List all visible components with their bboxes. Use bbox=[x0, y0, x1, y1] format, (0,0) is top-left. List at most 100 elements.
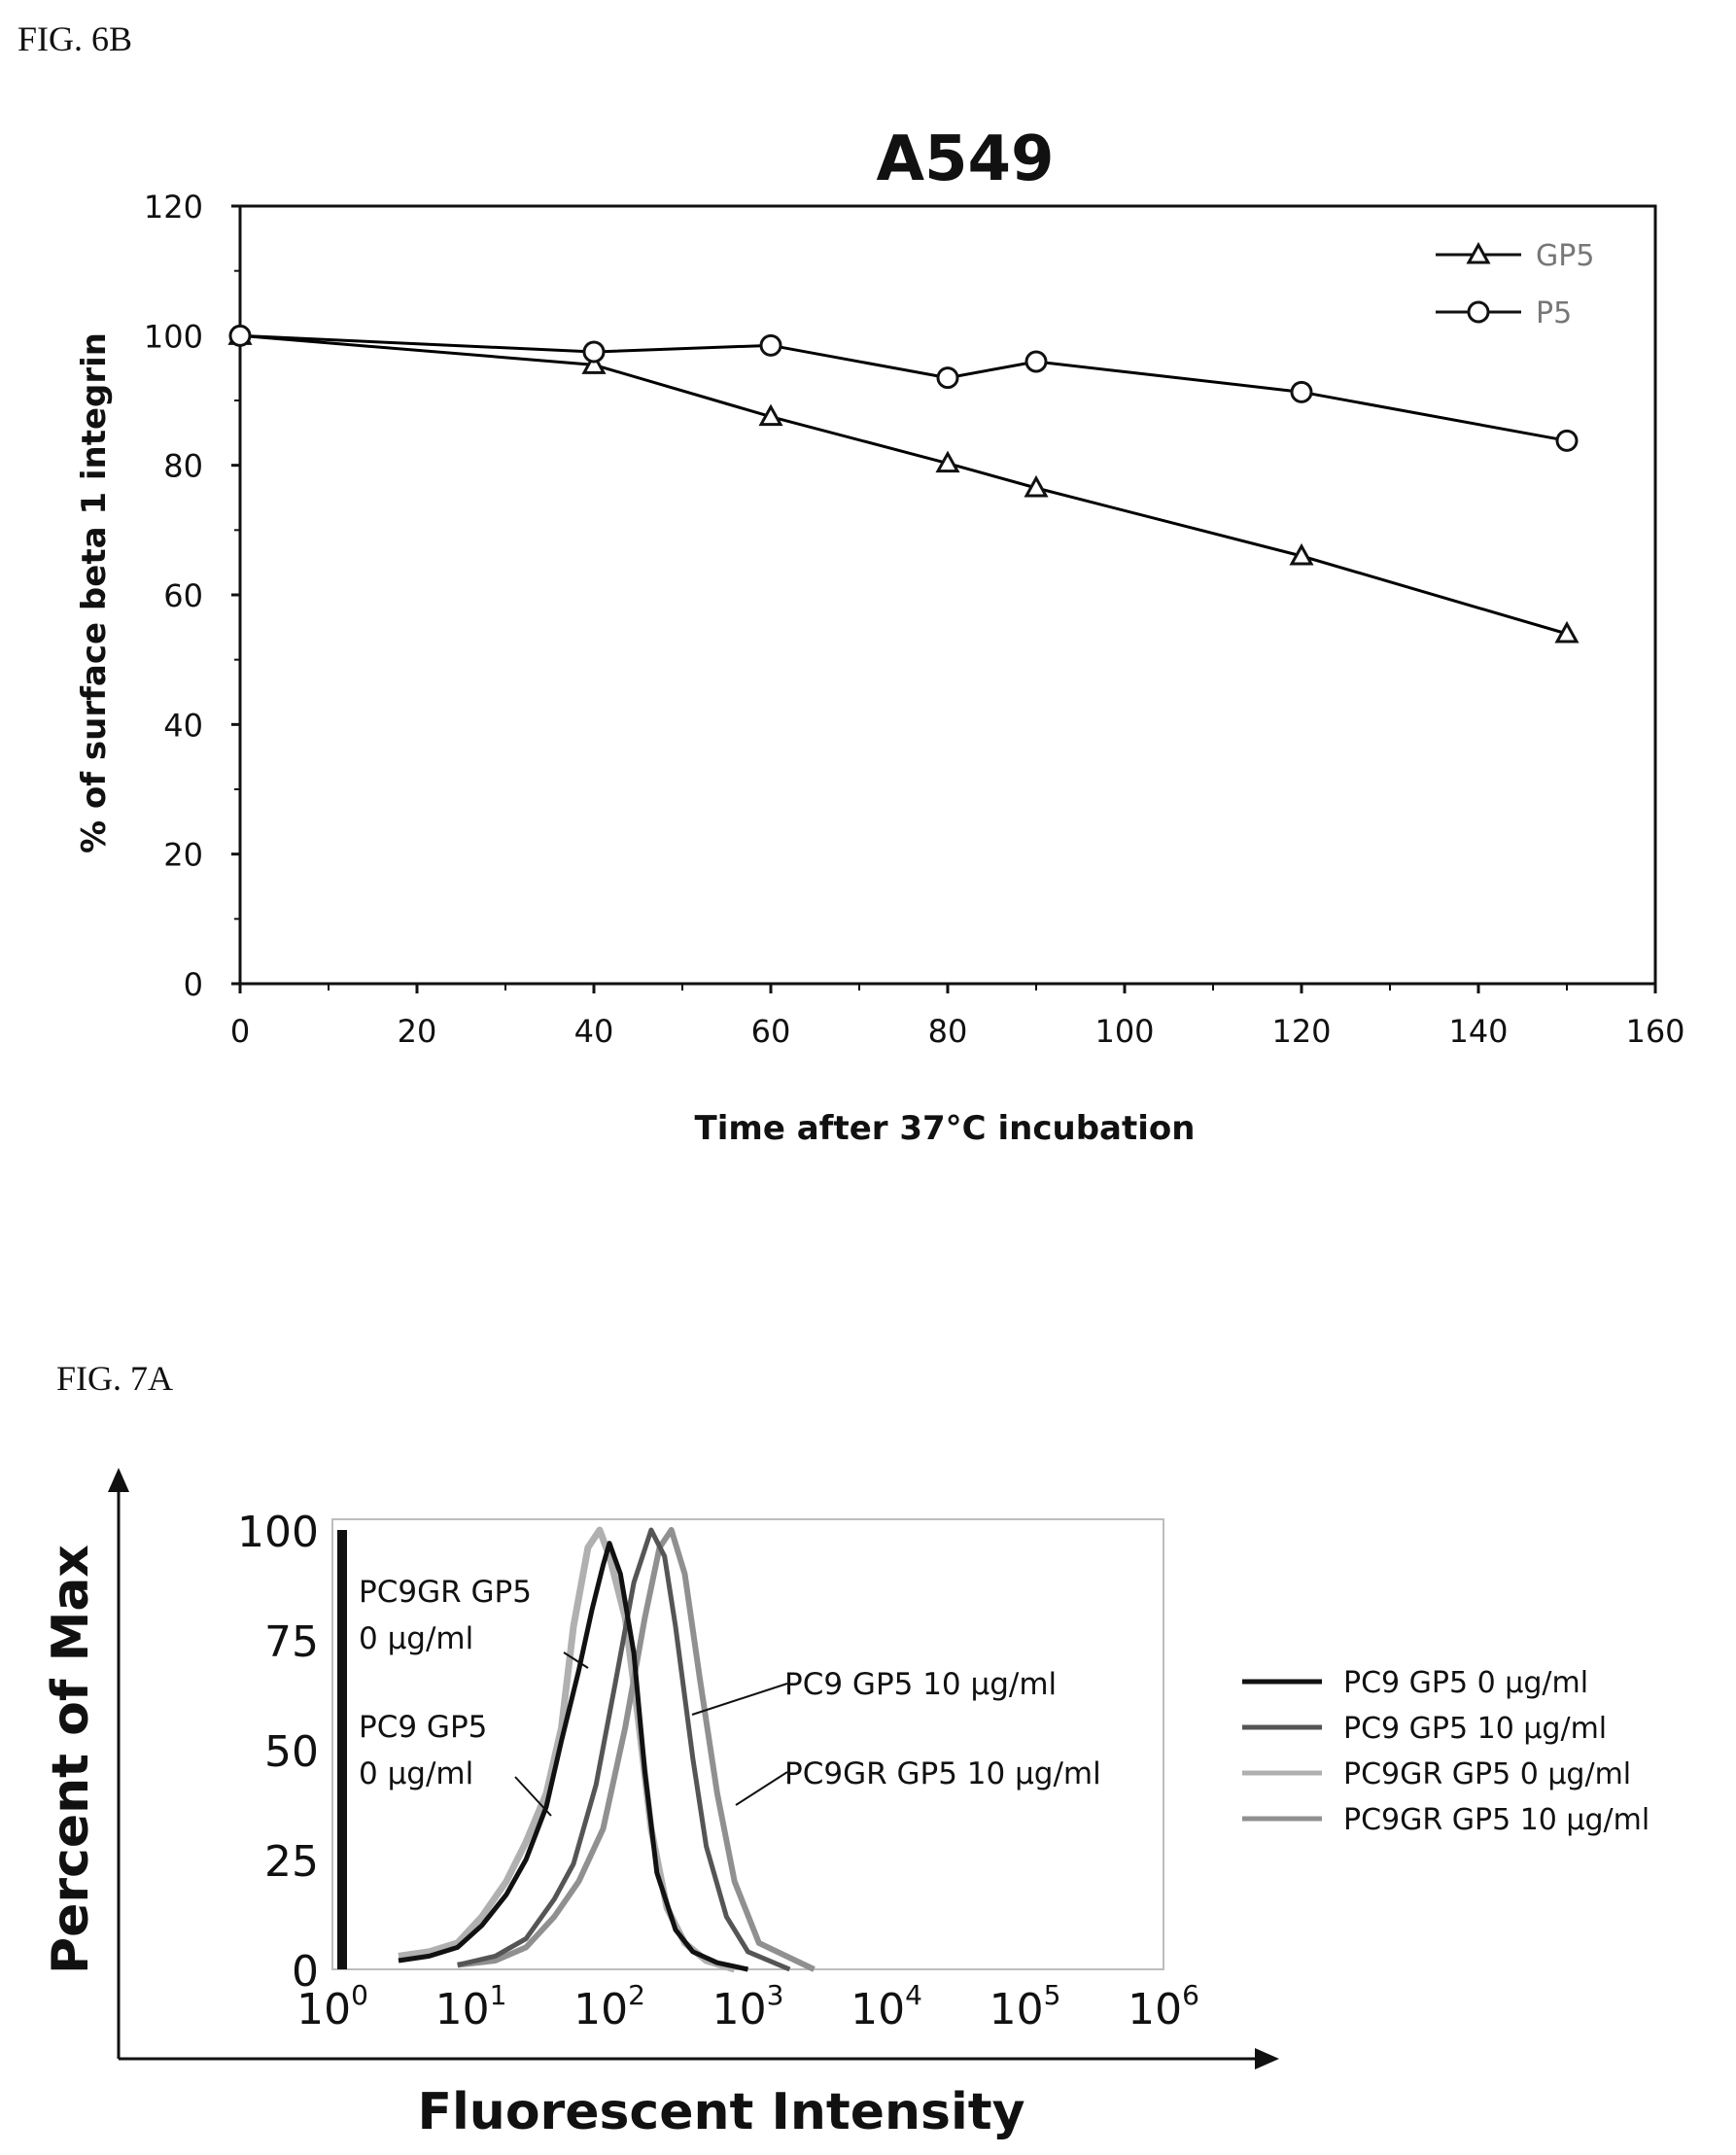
x-tick-label: 160 bbox=[1625, 1013, 1684, 1050]
y-tick-label: 120 bbox=[144, 189, 203, 226]
y-tick-label: 0 bbox=[184, 966, 203, 1003]
curve-annotations: PC9GR GP5 0 µg/ml PC9 GP5 0 µg/ml PC9 GP5 10… bbox=[359, 1575, 1101, 1817]
y-tick-label: 60 bbox=[163, 577, 203, 614]
data-point-gp5 bbox=[935, 450, 960, 473]
y-tick-label: 100 bbox=[237, 1508, 319, 1557]
y-axis-ticks: 0 20 40 60 80 100 120 bbox=[144, 189, 240, 1003]
chart-title: A549 bbox=[876, 123, 1054, 195]
data-point-p5 bbox=[1555, 429, 1579, 452]
y-tick-label: 40 bbox=[163, 707, 203, 744]
y-tick-label: 80 bbox=[163, 448, 203, 485]
annotation-leader bbox=[514, 1776, 552, 1817]
y-axis-arrowhead bbox=[108, 1468, 129, 1492]
data-point-gp5 bbox=[1024, 474, 1049, 498]
line-chart-a549: A549 0 20 40 60 80 100 120 0 20 40 60 80 100 120 140 1… bbox=[75, 123, 1685, 1148]
x-tick-label: 101 bbox=[435, 1979, 507, 2034]
legend-label-pc9-gp5-10-g-ml: PC9 GP5 10 µg/ml bbox=[1343, 1712, 1607, 1746]
y-tick-label: 0 bbox=[292, 1947, 319, 1997]
fig6b-label: FIG. 6B bbox=[17, 19, 132, 58]
x-tick-label: 103 bbox=[712, 1979, 784, 2034]
x-tick-base: 10 bbox=[435, 1985, 490, 2034]
series-line-gp5 bbox=[239, 333, 1568, 636]
histogram-curve-pc9gr-gp5-10-g-ml bbox=[457, 1527, 816, 1972]
legend-marker-p5 bbox=[1467, 300, 1490, 324]
gate-bar bbox=[337, 1530, 347, 1969]
y-tick-label: 25 bbox=[264, 1837, 319, 1887]
x-tick-label: 0 bbox=[230, 1013, 250, 1050]
x-axis-ticks: 0 20 40 60 80 100 120 140 160 bbox=[230, 984, 1685, 1050]
x-tick-exponent: 4 bbox=[905, 1979, 922, 2011]
x-axis-label: Fluorescent Intensity bbox=[417, 2083, 1024, 2141]
x-tick-base: 10 bbox=[990, 1985, 1044, 2034]
legend-label-pc9gr-gp5-0-g-ml: PC9GR GP5 0 µg/ml bbox=[1343, 1757, 1631, 1791]
x-tick-exponent: 3 bbox=[767, 1979, 784, 2011]
annotation-text: PC9 GP5 bbox=[359, 1710, 487, 1745]
x-tick-base: 10 bbox=[296, 1985, 351, 2034]
data-point-p5 bbox=[936, 366, 959, 390]
data-point-gp5 bbox=[758, 403, 783, 427]
x-tick-label: 100 bbox=[1094, 1013, 1154, 1050]
data-point-gp5 bbox=[581, 352, 607, 374]
x-tick-exponent: 0 bbox=[351, 1979, 368, 2011]
legend-label-pc9-gp5-0-g-ml: PC9 GP5 0 µg/ml bbox=[1343, 1666, 1588, 1700]
histogram-curve-pc9-gp5-10-g-ml bbox=[457, 1527, 791, 1972]
x-axis-arrowhead bbox=[1255, 2048, 1279, 2069]
data-point-p5 bbox=[1024, 350, 1048, 373]
series-group bbox=[227, 323, 1580, 643]
x-tick-base: 10 bbox=[573, 1985, 628, 2034]
plot-frame bbox=[238, 204, 1657, 986]
x-tick-label: 100 bbox=[296, 1979, 368, 2034]
data-point-gp5 bbox=[1289, 542, 1314, 566]
legend-label-p5: P5 bbox=[1536, 296, 1572, 330]
legend: GP5 P5 bbox=[1436, 239, 1594, 330]
fig7a-label: FIG. 7A bbox=[56, 1359, 173, 1398]
x-tick-label: 140 bbox=[1448, 1013, 1508, 1050]
x-tick-label: 102 bbox=[573, 1979, 645, 2034]
y-axis-label: % of surface beta 1 integrin bbox=[75, 332, 114, 853]
x-tick-exponent: 6 bbox=[1182, 1979, 1199, 2011]
y-tick-label: 50 bbox=[264, 1727, 319, 1777]
legend-marker-gp5 bbox=[1466, 241, 1491, 264]
data-point-gp5 bbox=[1554, 620, 1580, 643]
annotation-text: PC9GR GP5 bbox=[359, 1575, 532, 1610]
data-point-p5 bbox=[582, 340, 606, 364]
data-point-p5 bbox=[1290, 380, 1313, 403]
x-tick-label: 120 bbox=[1271, 1013, 1331, 1050]
annotation-text: PC9GR GP5 10 µg/ml bbox=[784, 1756, 1101, 1791]
x-tick-label: 105 bbox=[990, 1979, 1061, 2034]
legend-label-pc9gr-gp5-10-g-ml: PC9GR GP5 10 µg/ml bbox=[1343, 1803, 1649, 1837]
legend-label-gp5: GP5 bbox=[1536, 239, 1594, 273]
data-point-p5 bbox=[228, 324, 252, 347]
x-axis-ticks: 100 101 102 103 104 105 106 bbox=[296, 1979, 1199, 2034]
x-tick-base: 10 bbox=[712, 1985, 767, 2034]
x-tick-base: 10 bbox=[851, 1985, 905, 2034]
x-axis-label: Time after 37°C incubation bbox=[695, 1109, 1196, 1148]
annotation-text: 0 µg/ml bbox=[359, 1621, 473, 1656]
y-tick-label: 100 bbox=[144, 318, 203, 355]
data-point-p5 bbox=[759, 333, 782, 357]
annotation-text: PC9 GP5 10 µg/ml bbox=[784, 1667, 1057, 1702]
x-tick-label: 40 bbox=[574, 1013, 614, 1050]
annotation-leader bbox=[563, 1651, 589, 1669]
x-tick-label: 104 bbox=[851, 1979, 922, 2034]
x-tick-exponent: 2 bbox=[628, 1979, 645, 2011]
annotation-leader bbox=[691, 1683, 788, 1716]
y-tick-label: 75 bbox=[264, 1617, 319, 1667]
x-tick-label: 80 bbox=[928, 1013, 968, 1050]
x-tick-label: 106 bbox=[1128, 1979, 1199, 2034]
y-tick-label: 20 bbox=[163, 837, 203, 874]
histogram-curve-pc9-gp5-0-g-ml bbox=[398, 1541, 749, 1972]
x-tick-label: 60 bbox=[751, 1013, 791, 1050]
y-axis-ticks: 0 25 50 75 100 bbox=[237, 1508, 319, 1997]
annotation-leader bbox=[735, 1771, 788, 1806]
histogram-curves bbox=[398, 1526, 816, 1973]
x-tick-label: 20 bbox=[398, 1013, 437, 1050]
x-tick-base: 10 bbox=[1128, 1985, 1182, 2034]
x-tick-exponent: 1 bbox=[490, 1979, 507, 2011]
annotation-text: 0 µg/ml bbox=[359, 1756, 473, 1791]
y-axis-label: Percent of Max bbox=[42, 1545, 100, 1974]
legend: PC9 GP5 0 µg/ml PC9 GP5 10 µg/ml PC9GR GP5… bbox=[1242, 1666, 1649, 1837]
x-tick-exponent: 5 bbox=[1044, 1979, 1061, 2011]
